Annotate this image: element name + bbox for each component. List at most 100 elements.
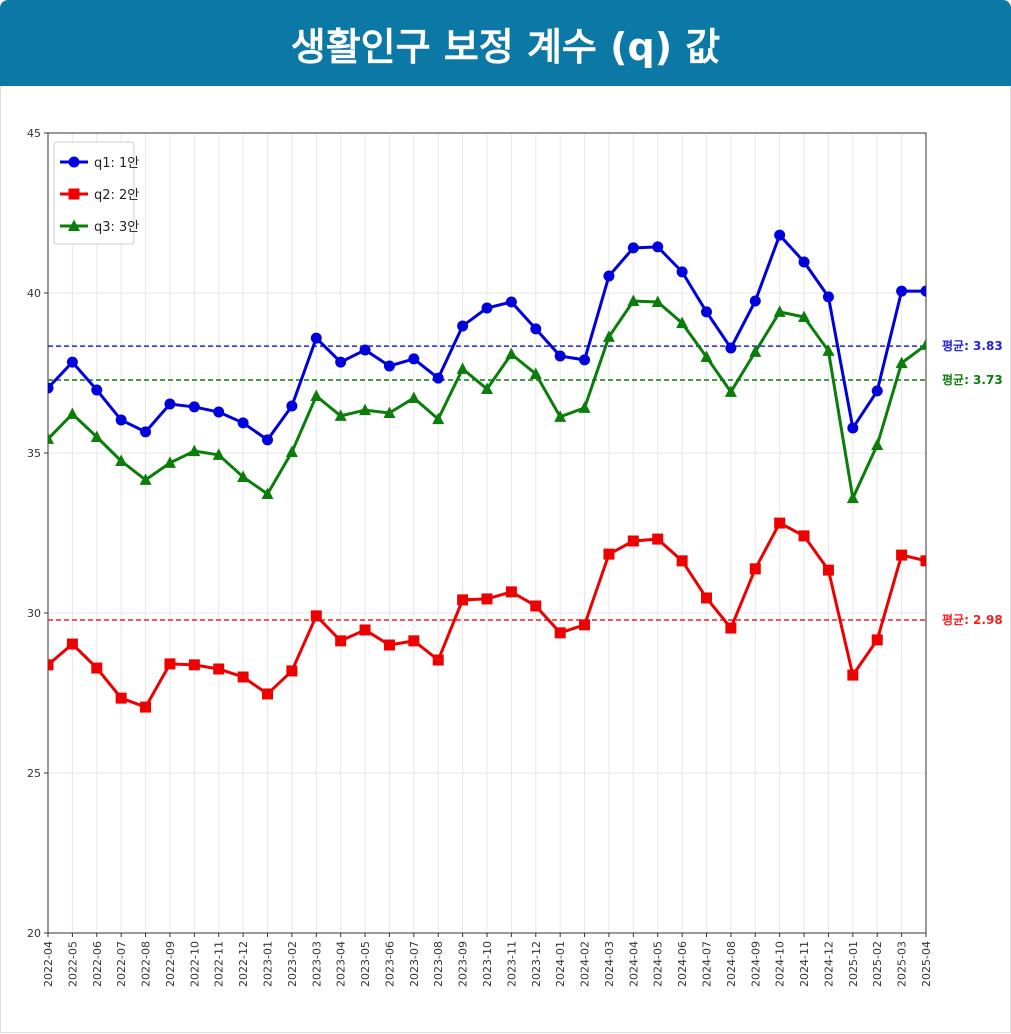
point — [237, 671, 249, 683]
x-tick-label: 2022-08 — [140, 941, 153, 987]
point — [895, 356, 908, 369]
point — [383, 360, 395, 372]
legend-label: q1: 1안 — [94, 156, 139, 171]
point — [286, 400, 298, 412]
x-tick-label: 2024-05 — [652, 941, 665, 987]
point — [91, 384, 103, 396]
point — [554, 350, 566, 362]
point — [115, 454, 128, 466]
average-label: 평균: 3.73 — [942, 373, 1003, 387]
x-tick-label: 2023-08 — [432, 941, 445, 987]
point — [847, 669, 859, 681]
point — [725, 342, 737, 354]
point — [602, 330, 615, 342]
point — [432, 654, 444, 666]
point — [749, 295, 761, 307]
point — [896, 285, 908, 297]
point — [676, 266, 688, 278]
plot-frame — [47, 132, 927, 934]
x-tick-label: 2023-12 — [530, 941, 543, 987]
point — [871, 634, 883, 646]
point — [578, 401, 591, 413]
point — [920, 555, 926, 567]
point — [846, 491, 859, 504]
point — [774, 229, 786, 241]
point — [554, 627, 566, 639]
point — [432, 372, 444, 384]
point — [701, 592, 712, 604]
point — [457, 320, 469, 332]
series-group — [48, 229, 926, 713]
point — [529, 367, 542, 379]
x-tick-label: 2023-05 — [359, 941, 372, 987]
x-tick-label: 2023-09 — [457, 941, 470, 987]
point — [627, 242, 639, 254]
point — [871, 438, 884, 450]
point — [237, 417, 249, 429]
x-tick-label: 2022-10 — [188, 941, 201, 987]
point — [920, 285, 926, 297]
point — [66, 356, 78, 368]
point — [676, 555, 688, 567]
point — [48, 432, 54, 444]
point — [68, 219, 80, 231]
point — [164, 398, 176, 410]
point — [774, 517, 786, 529]
y-tick-label: 45 — [27, 127, 41, 140]
point — [310, 610, 322, 622]
point — [603, 548, 615, 560]
point — [286, 665, 298, 677]
point — [773, 305, 786, 317]
point — [139, 473, 152, 485]
point — [822, 344, 835, 356]
point — [505, 347, 518, 360]
point — [457, 594, 469, 606]
point — [91, 662, 103, 674]
point — [68, 188, 80, 200]
point — [310, 389, 323, 402]
x-tick-label: 2025-02 — [871, 941, 884, 987]
point — [481, 593, 493, 605]
y-tick-label: 20 — [27, 927, 41, 940]
point — [701, 306, 712, 318]
x-tick-label: 2024-03 — [603, 941, 616, 987]
point — [359, 403, 372, 416]
x-tick-label: 2024-04 — [627, 941, 640, 987]
point — [140, 701, 152, 713]
point — [68, 156, 80, 168]
x-tick-label: 2023-11 — [505, 941, 518, 987]
point — [188, 444, 201, 457]
x-tick-label: 2023-02 — [286, 941, 299, 987]
x-tick-label: 2025-01 — [847, 941, 860, 987]
legend-label: q2: 2안 — [94, 188, 139, 203]
point — [505, 296, 517, 308]
x-tick-label: 2025-03 — [896, 941, 909, 987]
x-tick-label: 2022-09 — [164, 941, 177, 987]
x-tick-label: 2024-08 — [725, 941, 738, 987]
y-tick-label: 40 — [27, 287, 41, 300]
point — [798, 310, 811, 322]
y-tick-label: 35 — [27, 447, 41, 460]
point — [725, 622, 737, 634]
point — [90, 430, 103, 442]
x-tick-label: 2022-06 — [91, 941, 104, 987]
x-tick-label: 2024-06 — [676, 941, 689, 987]
average-label: 평균: 3.83 — [942, 339, 1003, 353]
point — [115, 414, 127, 426]
x-tick-label: 2022-05 — [66, 941, 79, 987]
point — [213, 406, 225, 418]
point — [335, 635, 347, 647]
point — [456, 362, 469, 374]
point — [48, 659, 54, 671]
point — [163, 456, 176, 468]
point — [481, 382, 493, 394]
point — [676, 316, 689, 329]
point — [798, 256, 810, 268]
x-tick-label: 2022-04 — [42, 941, 55, 987]
x-tick-label: 2025-04 — [920, 941, 933, 987]
x-tick-label: 2023-10 — [481, 941, 494, 987]
x-tick-label: 2024-12 — [822, 941, 835, 987]
point — [749, 563, 761, 575]
point — [408, 635, 420, 647]
